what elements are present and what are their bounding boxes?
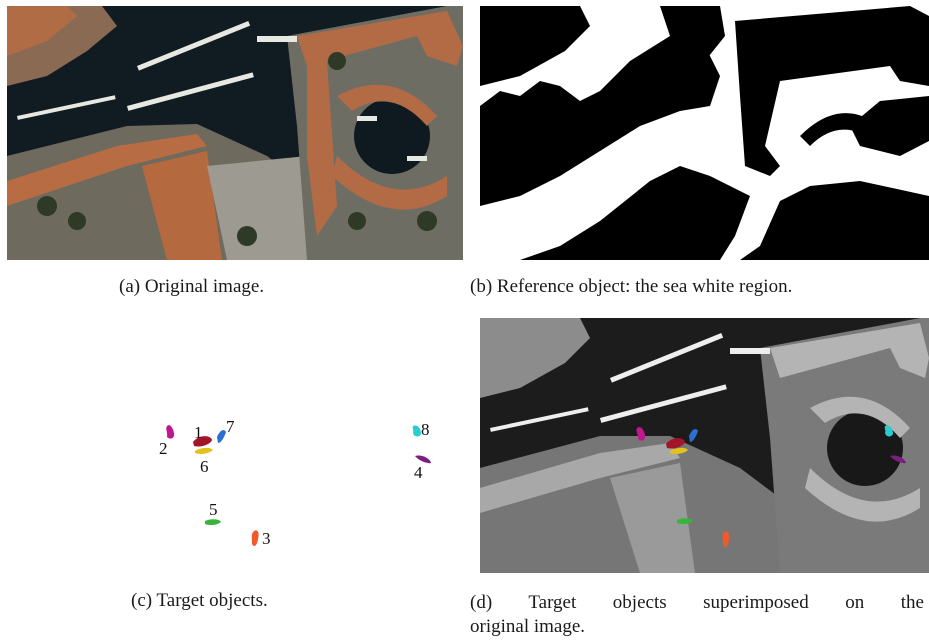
superimposed-image <box>480 318 929 573</box>
target-object-7 <box>217 429 226 443</box>
target-label-2: 2 <box>159 439 168 458</box>
overlay-target-7 <box>689 428 698 442</box>
panel-c-target-objects <box>7 316 463 576</box>
target-label-8: 8 <box>421 420 430 439</box>
target-object-5 <box>205 519 221 526</box>
target-label-4: 4 <box>414 463 423 482</box>
target-label-3: 3 <box>262 529 271 548</box>
overlay-target-1 <box>666 438 685 449</box>
panel-d-superimposed <box>480 318 929 573</box>
target-label-1: 1 <box>194 423 203 442</box>
target-object-4 <box>415 455 431 464</box>
target-object-8 <box>412 425 421 437</box>
panel-a-original-image <box>7 6 463 260</box>
target-label-6: 6 <box>200 457 209 476</box>
target-label-5: 5 <box>209 500 218 519</box>
reference-binary-mask <box>480 6 929 260</box>
overlay-target-5 <box>677 518 693 525</box>
target-object-1 <box>193 436 212 447</box>
overlay-target-4 <box>890 455 906 464</box>
target-objects-canvas <box>166 425 431 547</box>
caption-d-line1: (d) Target objects superimposed on the <box>470 592 924 613</box>
caption-a: (a) Original image. <box>119 276 265 297</box>
caption-c: (c) Target objects. <box>131 590 268 611</box>
overlay-target-2 <box>636 427 646 441</box>
overlay-target-6 <box>670 447 688 454</box>
overlay-target-3 <box>722 531 730 548</box>
target-object-2 <box>166 425 175 439</box>
target-label-7: 7 <box>226 417 235 436</box>
caption-d-line2: original image. <box>470 616 586 637</box>
caption-b: (b) Reference object: the sea white regi… <box>470 276 793 297</box>
panel-b-reference-object <box>480 6 929 260</box>
target-object-6 <box>195 447 213 454</box>
original-aerial-image <box>7 6 463 260</box>
overlay-target-8 <box>884 425 893 437</box>
target-object-3 <box>251 530 259 547</box>
